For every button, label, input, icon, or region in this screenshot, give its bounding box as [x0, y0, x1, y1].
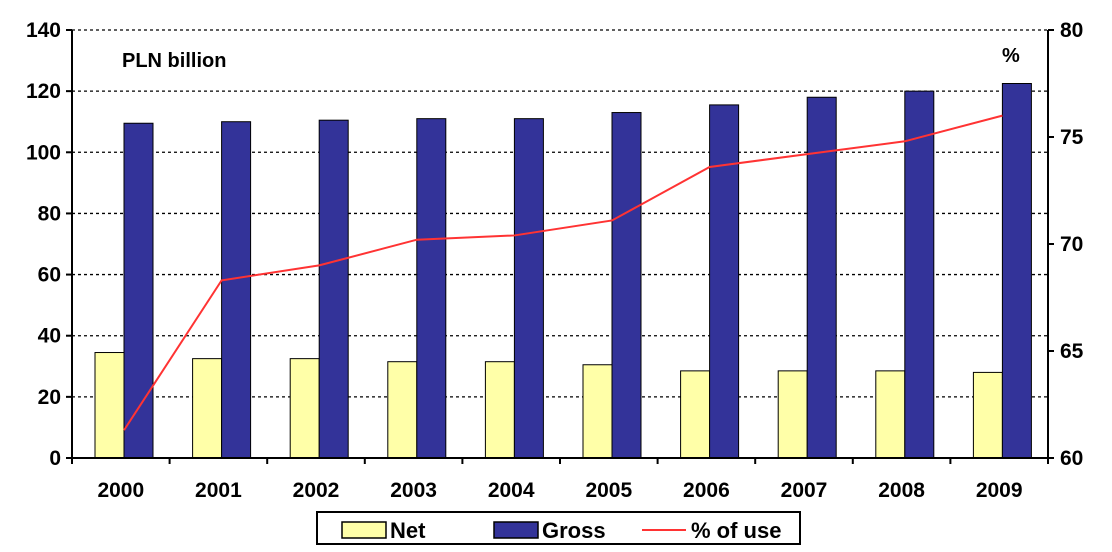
right-tick-label: 60 — [1060, 447, 1083, 470]
legend-percent-label: % of use — [691, 518, 781, 543]
x-tick-label-2001: 2001 — [195, 479, 242, 502]
percent-of-use-line — [123, 114, 1003, 431]
bar-net-2001 — [192, 358, 223, 459]
x-tick-label-2003: 2003 — [390, 479, 437, 502]
bar-net-2003 — [387, 361, 418, 459]
bars — [94, 83, 1032, 459]
left-tick-label: 80 — [38, 202, 61, 225]
x-tick-label-2005: 2005 — [585, 479, 632, 502]
legend: Net Gross % of use — [316, 511, 801, 545]
bar-gross-2000 — [123, 122, 154, 459]
x-tick-label-2008: 2008 — [878, 479, 925, 502]
left-tick-label: 20 — [38, 386, 61, 409]
bar-net-2006 — [680, 370, 711, 459]
bar-gross-2004 — [513, 118, 544, 459]
bar-gross-2001 — [221, 121, 252, 459]
x-tick-label-2000: 2000 — [97, 479, 144, 502]
axes: 0 20 40 60 80 100 120 140 60 65 70 75 80 2000 2001 2002… — [26, 19, 1084, 502]
x-tick-label-2006: 2006 — [683, 479, 730, 502]
legend-gross-swatch — [493, 521, 539, 539]
gridlines — [72, 90, 1048, 398]
x-tick-label-2004: 2004 — [488, 479, 535, 502]
left-tick-label: 40 — [38, 325, 61, 348]
bar-gross-2006 — [709, 104, 740, 459]
right-tick-label: 80 — [1060, 19, 1083, 42]
bar-gross-2009 — [1001, 83, 1032, 459]
bar-net-2005 — [582, 364, 613, 459]
bar-net-2009 — [972, 371, 1003, 459]
left-tick-label: 0 — [49, 447, 61, 470]
legend-net-swatch — [341, 521, 387, 539]
legend-net-label: Net — [390, 518, 426, 543]
bar-gross-2008 — [904, 90, 935, 459]
right-tick-label: 65 — [1060, 340, 1084, 363]
bar-net-2000 — [94, 352, 125, 459]
bar-net-2008 — [875, 370, 906, 459]
x-tick-label-2009: 2009 — [976, 479, 1023, 502]
left-axis-label: PLN billion — [122, 50, 226, 72]
left-tick-label: 140 — [26, 19, 61, 42]
right-axis-label: % — [1002, 45, 1020, 67]
bar-net-2002 — [289, 358, 320, 459]
bar-gross-2005 — [611, 112, 642, 459]
bar-net-2004 — [484, 361, 515, 459]
bar-gross-2003 — [416, 118, 447, 459]
left-tick-label: 100 — [26, 141, 61, 164]
bar-gross-2002 — [318, 119, 349, 459]
right-tick-label: 70 — [1060, 233, 1083, 256]
x-tick-label-2002: 2002 — [293, 479, 340, 502]
legend-gross-label: Gross — [542, 518, 606, 543]
right-tick-label: 75 — [1060, 126, 1084, 149]
left-tick-label: 120 — [26, 80, 61, 103]
bar-net-2007 — [777, 370, 808, 459]
left-tick-label: 60 — [38, 264, 61, 287]
line-percent-of-use — [123, 114, 1003, 431]
x-tick-label-2007: 2007 — [781, 479, 828, 502]
